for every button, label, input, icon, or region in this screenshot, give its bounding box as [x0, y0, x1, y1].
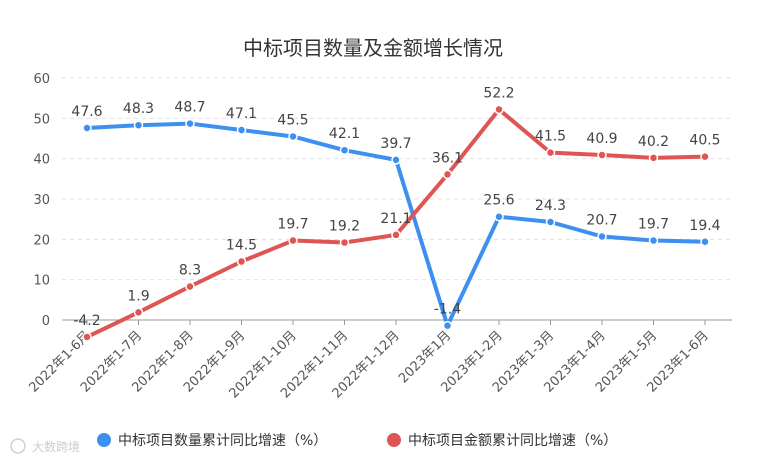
y-tick-label: 50: [33, 112, 50, 127]
data-labels: 47.6 48.3 48.7 47.1 45.5 42.1 39.7 -1.4 25.6 24.3…: [71, 85, 720, 328]
data-label: 47.6: [71, 104, 102, 120]
data-point[interactable]: [339, 145, 350, 155]
data-point[interactable]: [648, 235, 659, 246]
data-point[interactable]: [82, 123, 92, 133]
y-tick-label: 20: [33, 233, 50, 248]
data-label: 20.7: [586, 213, 617, 229]
data-point[interactable]: [545, 147, 556, 158]
data-point[interactable]: [236, 125, 247, 135]
legend-marker: [387, 433, 401, 447]
data-label: -1.4: [434, 302, 461, 318]
data-point[interactable]: [442, 320, 453, 331]
data-label: 41.5: [535, 129, 566, 145]
legend-item-1[interactable]: 中标项目数量累计同比增速（%）: [97, 433, 327, 449]
data-label: 42.1: [329, 126, 360, 142]
data-label: 25.6: [483, 193, 514, 209]
legend-marker: [97, 433, 111, 447]
data-label: 24.3: [535, 198, 566, 214]
data-label: 40.2: [638, 134, 669, 150]
y-tick-label: 30: [33, 193, 50, 208]
data-point[interactable]: [597, 231, 607, 242]
y-tick-label: 10: [33, 274, 50, 289]
data-point[interactable]: [391, 155, 401, 165]
data-label: 45.5: [277, 112, 308, 128]
data-label: 48.3: [123, 101, 154, 117]
data-point[interactable]: [494, 211, 504, 222]
data-point[interactable]: [494, 104, 504, 115]
data-point[interactable]: [288, 131, 298, 142]
grid-layer: [62, 77, 732, 281]
data-label: 47.1: [226, 106, 257, 122]
legend[interactable]: 中标项目数量累计同比增速（%） 中标项目金额累计同比增速（%）: [97, 433, 617, 449]
y-tick-label: 40: [33, 153, 50, 168]
data-label: 14.5: [226, 238, 257, 254]
series-layer: [82, 104, 710, 342]
watermark: 大数跨境: [10, 438, 80, 454]
data-point[interactable]: [288, 235, 298, 246]
data-point[interactable]: [185, 118, 195, 129]
data-label: 21.1: [380, 211, 411, 227]
y-tick-label: 0: [42, 314, 50, 329]
data-label: 19.7: [638, 217, 669, 233]
data-label: 19.2: [329, 219, 360, 235]
data-label: 8.3: [179, 263, 201, 279]
legend-item-2[interactable]: 中标项目金额累计同比增速（%）: [387, 433, 617, 449]
data-label: 40.5: [689, 133, 720, 149]
data-label: 40.9: [586, 131, 617, 147]
data-label: 19.4: [689, 218, 720, 234]
legend-label: 中标项目数量累计同比增速（%）: [118, 433, 327, 449]
data-point[interactable]: [339, 237, 350, 248]
data-point[interactable]: [648, 153, 659, 163]
data-point[interactable]: [391, 230, 401, 240]
chart-title: 中标项目数量及金额增长情况: [243, 36, 503, 60]
data-point[interactable]: [700, 237, 710, 247]
data-label: 36.1: [432, 150, 463, 166]
data-point[interactable]: [545, 217, 556, 227]
data-point[interactable]: [133, 120, 144, 130]
logo-icon: [10, 438, 26, 454]
watermark-text: 大数跨境: [32, 439, 80, 454]
y-tick-label: 60: [33, 72, 50, 87]
data-point[interactable]: [597, 150, 607, 160]
data-label: 48.7: [174, 100, 205, 116]
data-point[interactable]: [133, 307, 144, 318]
data-point[interactable]: [700, 151, 710, 162]
data-point[interactable]: [236, 256, 247, 267]
data-point[interactable]: [185, 281, 195, 292]
data-label: -4.2: [73, 313, 100, 329]
data-label: 19.7: [277, 217, 308, 233]
data-label: 52.2: [483, 85, 514, 101]
data-label: 1.9: [127, 288, 149, 304]
data-label: 39.7: [380, 136, 411, 152]
data-point[interactable]: [442, 169, 453, 180]
data-point[interactable]: [82, 332, 92, 342]
legend-label: 中标项目金额累计同比增速（%）: [408, 433, 617, 449]
